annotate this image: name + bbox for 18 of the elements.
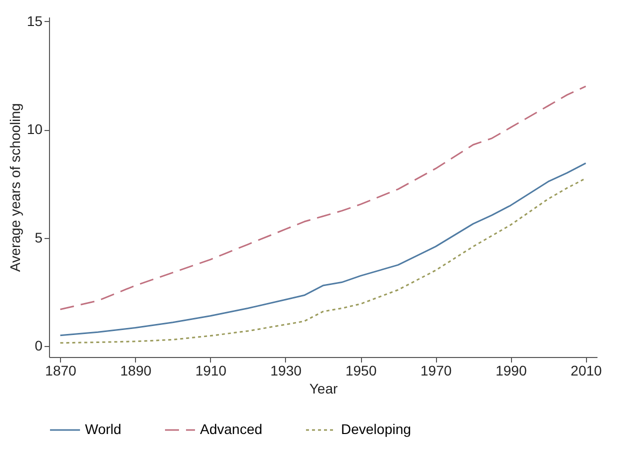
x-tick-label: 1950 [345, 362, 377, 378]
x-tick-label: 1890 [120, 362, 152, 378]
y-tick-label: 5 [34, 229, 43, 246]
y-tick-label: 0 [34, 338, 43, 354]
x-tick-label: 1930 [270, 362, 302, 378]
y-tick-label: 10 [26, 121, 43, 138]
x-axis-title: Year [309, 380, 338, 396]
x-tick-label: 1990 [496, 362, 527, 378]
legend-label: World [85, 421, 122, 437]
y-axis-title: Average years of schooling [6, 103, 23, 272]
legend-label: Advanced [200, 421, 262, 437]
x-tick-label: 2010 [570, 362, 602, 378]
x-tick-label: 1870 [45, 362, 77, 378]
x-tick-label: 1910 [195, 362, 227, 378]
line-series [60, 86, 586, 310]
legend-label: Developing [341, 421, 412, 437]
y-tick-label: 15 [26, 12, 43, 29]
x-tick-label: 1970 [420, 362, 452, 378]
